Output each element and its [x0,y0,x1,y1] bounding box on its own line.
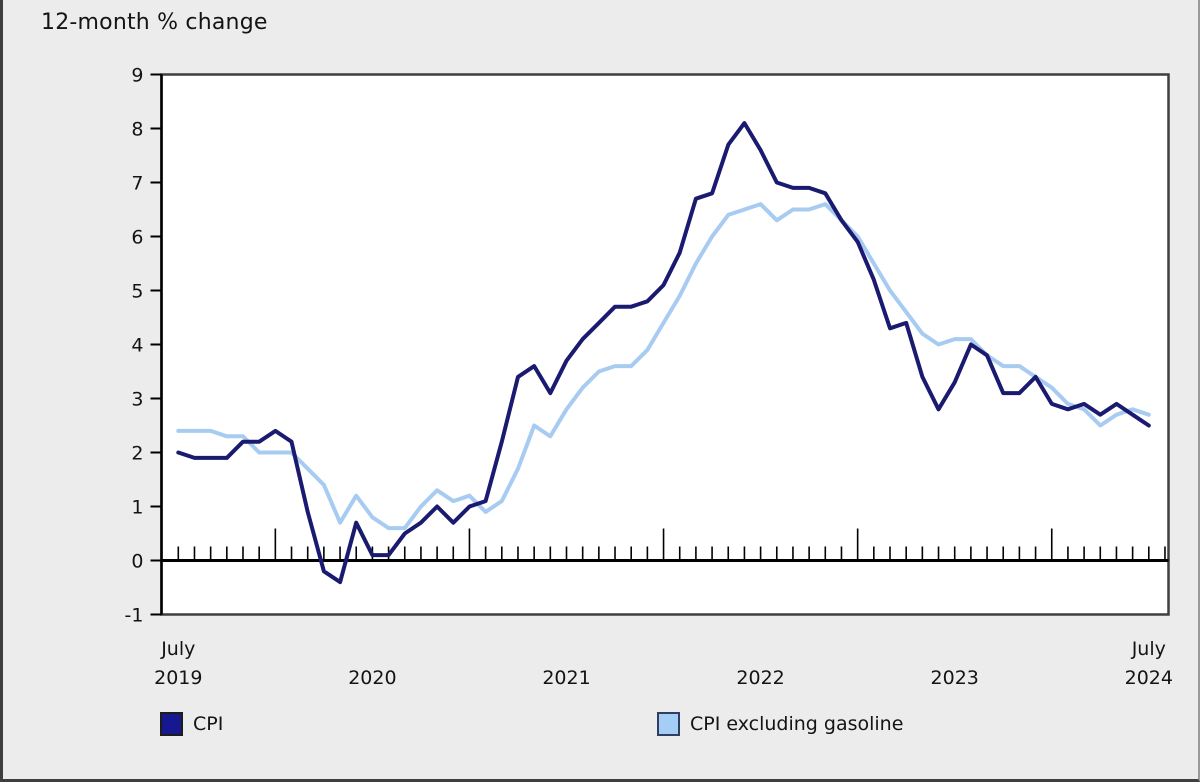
x-axis-year-label: 2024 [1125,667,1173,689]
cpi-excluding-gasoline-legend-label: CPI excluding gasoline [690,713,904,735]
x-axis-year-label: 2019 [154,667,202,689]
x-axis-year-label: 2021 [542,667,590,689]
legend-item-cpi-excluding-gasoline: CPI excluding gasoline [657,710,903,738]
x-axis-month-label: July [1131,638,1166,660]
x-axis-year-label: 2020 [348,667,396,689]
cpi-legend-swatch [160,712,183,736]
series-line-cpi [176,121,1151,585]
y-axis-tick-label: 2 [131,443,143,465]
y-axis-tick-label: 3 [131,389,143,411]
y-axis-tick-label: 9 [131,65,143,87]
y-axis-tick-label: 6 [131,227,143,249]
y-axis-tick-label: 7 [131,173,143,195]
x-axis-year-label: 2023 [931,667,979,689]
y-axis-tick-label: 0 [131,551,143,573]
plot-frame [160,73,1170,616]
chart-title: 12-month % change [41,10,268,35]
x-axis-month-label: July [160,638,195,660]
line-chart: 9 8 7 6 5 4 3 2 1 0 -1 July 2019 2020 2021 2022 2023 July… [125,65,1173,690]
cpi-excluding-gasoline-legend-swatch [657,712,680,736]
cpi-legend-label: CPI [193,713,224,735]
y-axis-tick-label: 4 [131,335,143,357]
y-axis-tick-label: -1 [125,605,144,627]
y-axis-tick-label: 8 [131,119,143,141]
x-axis-year-label: 2022 [736,667,784,689]
y-axis-tick-label: 5 [131,281,143,303]
y-axis-tick-label: 1 [131,497,143,519]
legend-item-cpi: CPI [160,710,223,738]
